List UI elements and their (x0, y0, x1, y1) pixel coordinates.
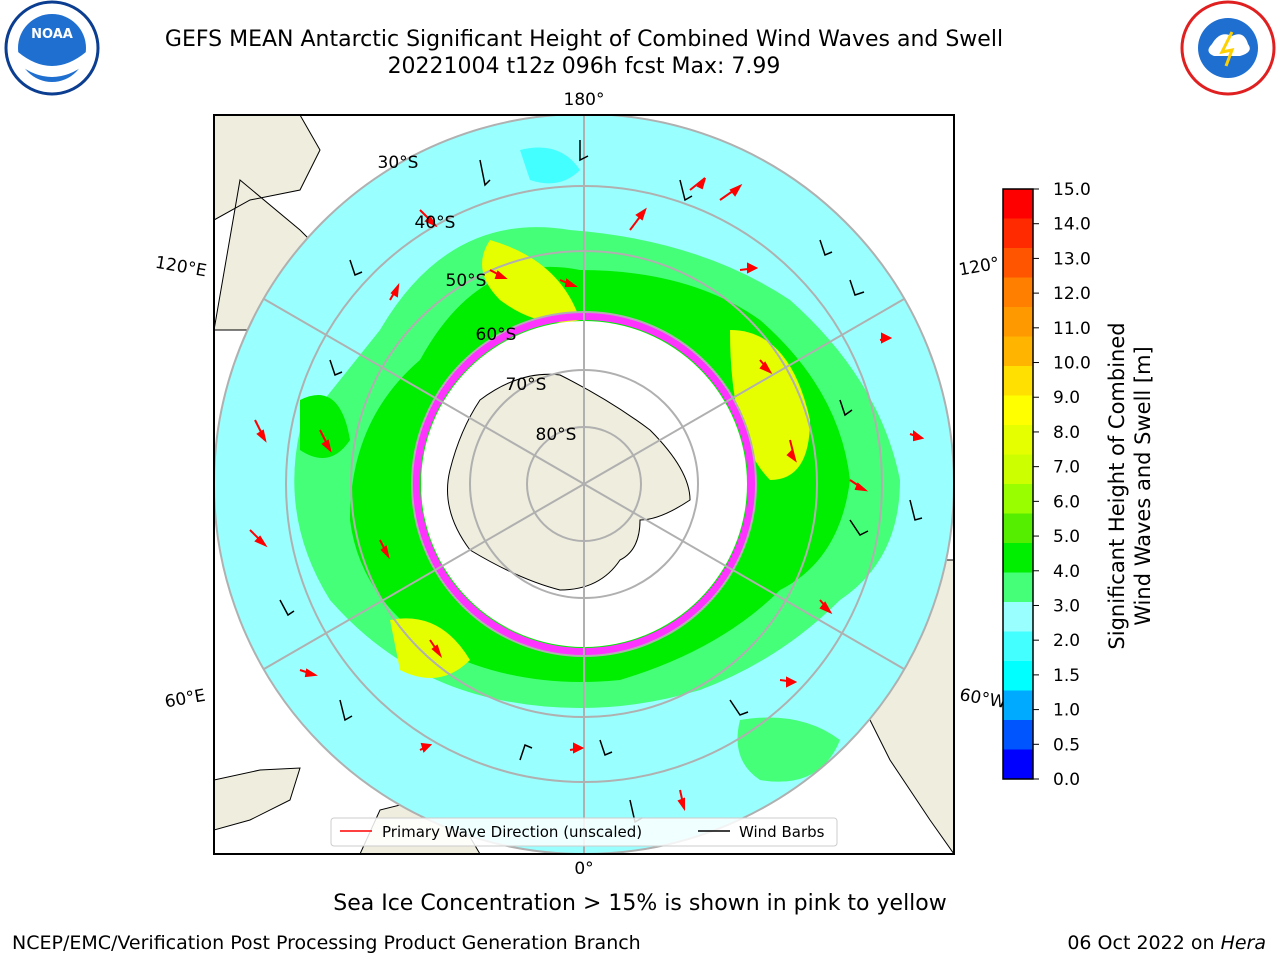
colorbar-segment (1003, 513, 1033, 544)
colorbar-segment (1003, 277, 1033, 308)
lon-label-180: 180° (564, 90, 605, 110)
lon-label-120e: 120°E (154, 253, 208, 282)
colorbar-segment (1003, 218, 1033, 249)
colorbar-tick-label: 10.0 (1053, 354, 1091, 374)
colorbar-tick-label: 1.5 (1053, 666, 1080, 686)
wave-arrows (249, 177, 925, 812)
wind-barbs (279, 140, 923, 824)
colorbar-tick-label: 4.0 (1053, 562, 1080, 582)
lat-label-70s: 70°S (506, 375, 547, 395)
chart-title: GEFS MEAN Antarctic Significant Height o… (164, 27, 1004, 52)
colorbar-tick-label: 3.0 (1053, 596, 1080, 616)
chart-subtitle: 20221004 t12z 096h fcst Max: 7.99 (387, 54, 781, 79)
colorbar-tick-label: 9.0 (1053, 388, 1080, 408)
colorbar-tick-label: 1.0 (1053, 701, 1080, 721)
colorbar-tick-label: 0.5 (1053, 735, 1080, 755)
colorbar-label-line2: Wind Waves and Swell [m] (1131, 346, 1155, 626)
sea-ice-note: Sea Ice Concentration > 15% is shown in … (333, 891, 947, 916)
colorbar-tick-label: 7.0 (1053, 458, 1080, 478)
colorbar-segment (1003, 336, 1033, 367)
barb-legend-label: Wind Barbs (739, 823, 825, 841)
colorbar-tick-label: 6.0 (1053, 492, 1080, 512)
colorbar-tick-label: 14.0 (1053, 215, 1091, 235)
colorbar-tick-label: 0.0 (1053, 770, 1080, 790)
colorbar-segment (1003, 395, 1033, 426)
colorbar-tick-label: 15.0 (1053, 180, 1091, 200)
noaa-logo-text: NOAA (31, 27, 73, 42)
lon-label-60w: 60°W (958, 685, 1008, 713)
footer-date-text: 06 Oct 2022 on (1067, 932, 1221, 954)
map-area (214, 115, 954, 854)
colorbar-segment (1003, 572, 1033, 603)
colorbar-segment (1003, 454, 1033, 485)
colorbar-tick-label: 8.0 (1053, 423, 1080, 443)
colorbar-segment (1003, 307, 1033, 337)
colorbar-segment (1003, 690, 1033, 721)
colorbar-segment (1003, 749, 1033, 780)
colorbar-segment (1003, 661, 1033, 691)
lat-label-50s: 50°S (446, 271, 487, 291)
lon-label-60e: 60°E (163, 686, 207, 713)
colorbar-segment (1003, 248, 1033, 278)
lon-label-120w: 120° (957, 254, 1001, 281)
lat-label-40s: 40°S (415, 213, 456, 233)
colorbar-segment (1003, 366, 1033, 396)
colorbar-tick-label: 13.0 (1053, 249, 1091, 269)
colorbar-segment (1003, 720, 1033, 750)
lat-label-30s: 30°S (378, 153, 419, 173)
map-frame (213, 114, 955, 855)
footer-date: 06 Oct 2022 on Hera (1067, 932, 1266, 954)
colorbar-tick-label: 2.0 (1053, 631, 1080, 651)
colorbar-segment (1003, 425, 1033, 455)
colorbar: 15.0 14.0 13.0 12.0 11.0 10.0 9.0 8.0 7.0 6.0 5.0 4… (1002, 180, 1091, 790)
graticule (214, 115, 954, 854)
antarctica-land (447, 373, 691, 591)
colorbar-segment (1003, 543, 1033, 573)
colorbar-segment (1003, 602, 1033, 632)
lat-label-80s: 80°S (536, 425, 577, 445)
colorbar-tick-label: 11.0 (1053, 319, 1091, 339)
nws-logo (1180, 0, 1276, 96)
colorbar-frame (1002, 188, 1034, 780)
map-legend: Primary Wave Direction (unscaled) Wind B… (330, 817, 838, 847)
noaa-logo: NOAA (4, 0, 100, 96)
colorbar-label-line1: Significant Height of Combined (1105, 322, 1129, 649)
colorbar-segment (1003, 631, 1033, 662)
colorbar-tick-label: 12.0 (1053, 284, 1091, 304)
colorbar-tick-label: 5.0 (1053, 527, 1080, 547)
colorbar-segment (1003, 189, 1033, 219)
colorbar-segment (1003, 484, 1033, 514)
lon-label-0: 0° (574, 859, 593, 879)
wave-legend-label: Primary Wave Direction (unscaled) (382, 823, 642, 841)
latitude-labels: 30°S 40°S 50°S 60°S 70°S 80°S (378, 153, 577, 445)
lat-label-60s: 60°S (476, 325, 517, 345)
footer-branch: NCEP/EMC/Verification Post Processing Pr… (12, 932, 641, 954)
footer-host: Hera (1220, 932, 1266, 954)
